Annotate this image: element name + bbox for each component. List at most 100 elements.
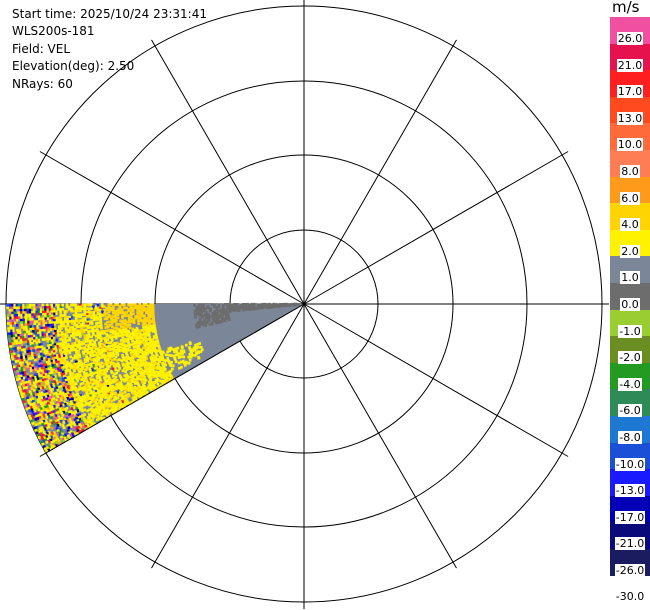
velocity-gate: [56, 358, 60, 362]
velocity-gate: [54, 404, 58, 407]
velocity-gate: [143, 343, 147, 346]
velocity-gate: [235, 303, 238, 307]
velocity-gate: [68, 336, 71, 340]
velocity-gate: [197, 325, 201, 329]
velocity-gate: [109, 360, 113, 364]
velocity-gate: [9, 345, 13, 348]
velocity-gate: [98, 307, 102, 310]
velocity-gate: [15, 357, 19, 360]
velocity-gate: [9, 347, 13, 351]
velocity-gate: [150, 358, 154, 362]
velocity-gate: [128, 386, 132, 390]
velocity-gate: [63, 390, 67, 394]
velocity-gate: [61, 384, 65, 388]
velocity-gate: [140, 356, 143, 359]
velocity-gate: [78, 347, 82, 350]
velocity-gate: [129, 303, 133, 307]
velocity-gate: [13, 316, 16, 320]
velocity-gate: [37, 350, 40, 354]
velocity-gate: [50, 385, 54, 389]
velocity-gate: [18, 331, 22, 334]
start-time-text: Start time: 2025/10/24 23:31:41: [12, 7, 207, 21]
velocity-gate: [60, 382, 64, 386]
velocity-gate: [26, 396, 29, 400]
velocity-gate: [7, 327, 10, 330]
velocity-gate: [126, 364, 130, 367]
velocity-gate: [69, 405, 73, 408]
velocity-gate: [136, 307, 139, 311]
velocity-gate: [32, 413, 36, 416]
velocity-gate: [46, 412, 50, 416]
velocity-gate: [87, 357, 91, 360]
velocity-gate: [28, 311, 32, 314]
velocity-gate: [152, 317, 155, 321]
velocity-gate: [70, 407, 74, 410]
velocity-gate: [250, 307, 254, 311]
velocity-gate: [139, 336, 143, 340]
velocity-gate: [38, 416, 42, 419]
velocity-gate: [43, 368, 46, 372]
velocity-gate: [62, 386, 65, 390]
velocity-gate: [68, 368, 71, 372]
velocity-gate: [102, 353, 106, 357]
velocity-gate: [82, 342, 86, 346]
velocity-gate: [153, 381, 156, 384]
velocity-gate: [246, 307, 249, 311]
velocity-gate: [36, 377, 40, 381]
velocity-gate: [47, 434, 50, 438]
velocity-gate: [187, 355, 191, 359]
velocity-gate: [123, 314, 126, 318]
velocity-gate: [53, 345, 57, 349]
velocity-gate: [107, 310, 111, 314]
velocity-gate: [77, 325, 81, 328]
velocity-gate: [44, 363, 47, 367]
velocity-gate: [233, 307, 236, 310]
velocity-gate: [63, 350, 67, 353]
velocity-gate: [89, 419, 92, 423]
velocity-gate: [18, 359, 22, 362]
velocity-gate: [72, 416, 76, 419]
velocity-gate: [72, 406, 76, 410]
velocity-gate: [48, 411, 52, 415]
velocity-gate: [129, 351, 133, 355]
velocity-gate: [36, 411, 40, 415]
velocity-gate: [129, 305, 133, 308]
velocity-gate: [31, 330, 35, 333]
velocity-gate: [95, 325, 99, 329]
velocity-gate: [19, 308, 23, 312]
velocity-gate: [17, 341, 21, 345]
velocity-gate: [83, 307, 87, 311]
velocity-gate: [33, 353, 36, 357]
velocity-gate: [206, 304, 210, 308]
velocity-gate: [77, 370, 81, 374]
velocity-gate: [139, 317, 142, 321]
velocity-gate: [208, 323, 212, 326]
velocity-gate: [222, 307, 225, 310]
velocity-gate: [40, 420, 44, 424]
velocity-gate: [111, 353, 115, 356]
velocity-gate: [106, 358, 110, 361]
velocity-gate: [134, 373, 138, 376]
velocity-gate: [111, 358, 114, 362]
velocity-gate: [114, 355, 118, 359]
velocity-gate: [131, 307, 135, 311]
velocity-gate: [26, 375, 30, 379]
velocity-gate: [20, 377, 23, 380]
velocity-gate: [109, 344, 113, 348]
velocity-gate: [72, 346, 75, 350]
velocity-gate: [107, 403, 111, 406]
velocity-gate: [37, 338, 40, 342]
velocity-gate: [44, 424, 48, 428]
velocity-gate: [61, 368, 64, 372]
velocity-gate: [148, 319, 151, 323]
velocity-gate: [52, 420, 56, 424]
velocity-gate: [100, 344, 104, 348]
velocity-gate: [257, 306, 260, 310]
velocity-gate: [106, 365, 109, 369]
velocity-gate: [48, 399, 51, 402]
velocity-gate: [51, 323, 54, 327]
velocity-gate: [27, 401, 31, 405]
velocity-gate: [59, 349, 62, 352]
velocity-gate: [65, 422, 69, 425]
velocity-gate: [76, 305, 80, 309]
